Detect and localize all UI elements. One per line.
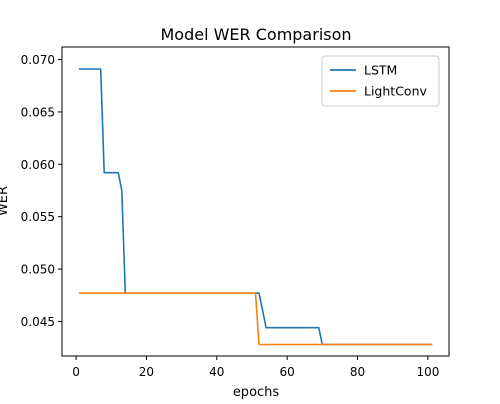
- x-axis-ticks: 0 20 40 60 80 100: [72, 356, 439, 379]
- y-tick-label: 0.065: [21, 105, 55, 119]
- y-tick-label: 0.055: [21, 210, 55, 224]
- chart-title: Model WER Comparison: [160, 25, 351, 44]
- y-tick-label: 0.060: [21, 158, 55, 172]
- x-tick-label: 20: [139, 365, 154, 379]
- plot-frame: [61, 46, 450, 357]
- x-tick-label: 40: [209, 365, 224, 379]
- y-tick-label: 0.050: [21, 263, 55, 277]
- legend-label-lstm: LSTM: [364, 63, 397, 78]
- y-axis-ticks: 0.045 0.050 0.055 0.060 0.065 0.070: [21, 53, 62, 329]
- y-axis-label: WER: [0, 186, 11, 216]
- y-tick-label: 0.045: [21, 315, 55, 329]
- y-tick-label: 0.070: [21, 53, 55, 67]
- legend-label-lightconv: LightConv: [364, 84, 427, 99]
- x-tick-label: 80: [350, 365, 365, 379]
- series-layer: [78, 68, 433, 346]
- legend-box: [321, 55, 440, 107]
- legend: LSTM LightConv: [321, 55, 440, 107]
- x-tick-label: 0: [72, 365, 80, 379]
- x-axis-label: epochs: [233, 385, 280, 400]
- series-line-lightconv: [78, 292, 433, 346]
- x-tick-label: 100: [416, 365, 439, 379]
- x-tick-label: 60: [280, 365, 295, 379]
